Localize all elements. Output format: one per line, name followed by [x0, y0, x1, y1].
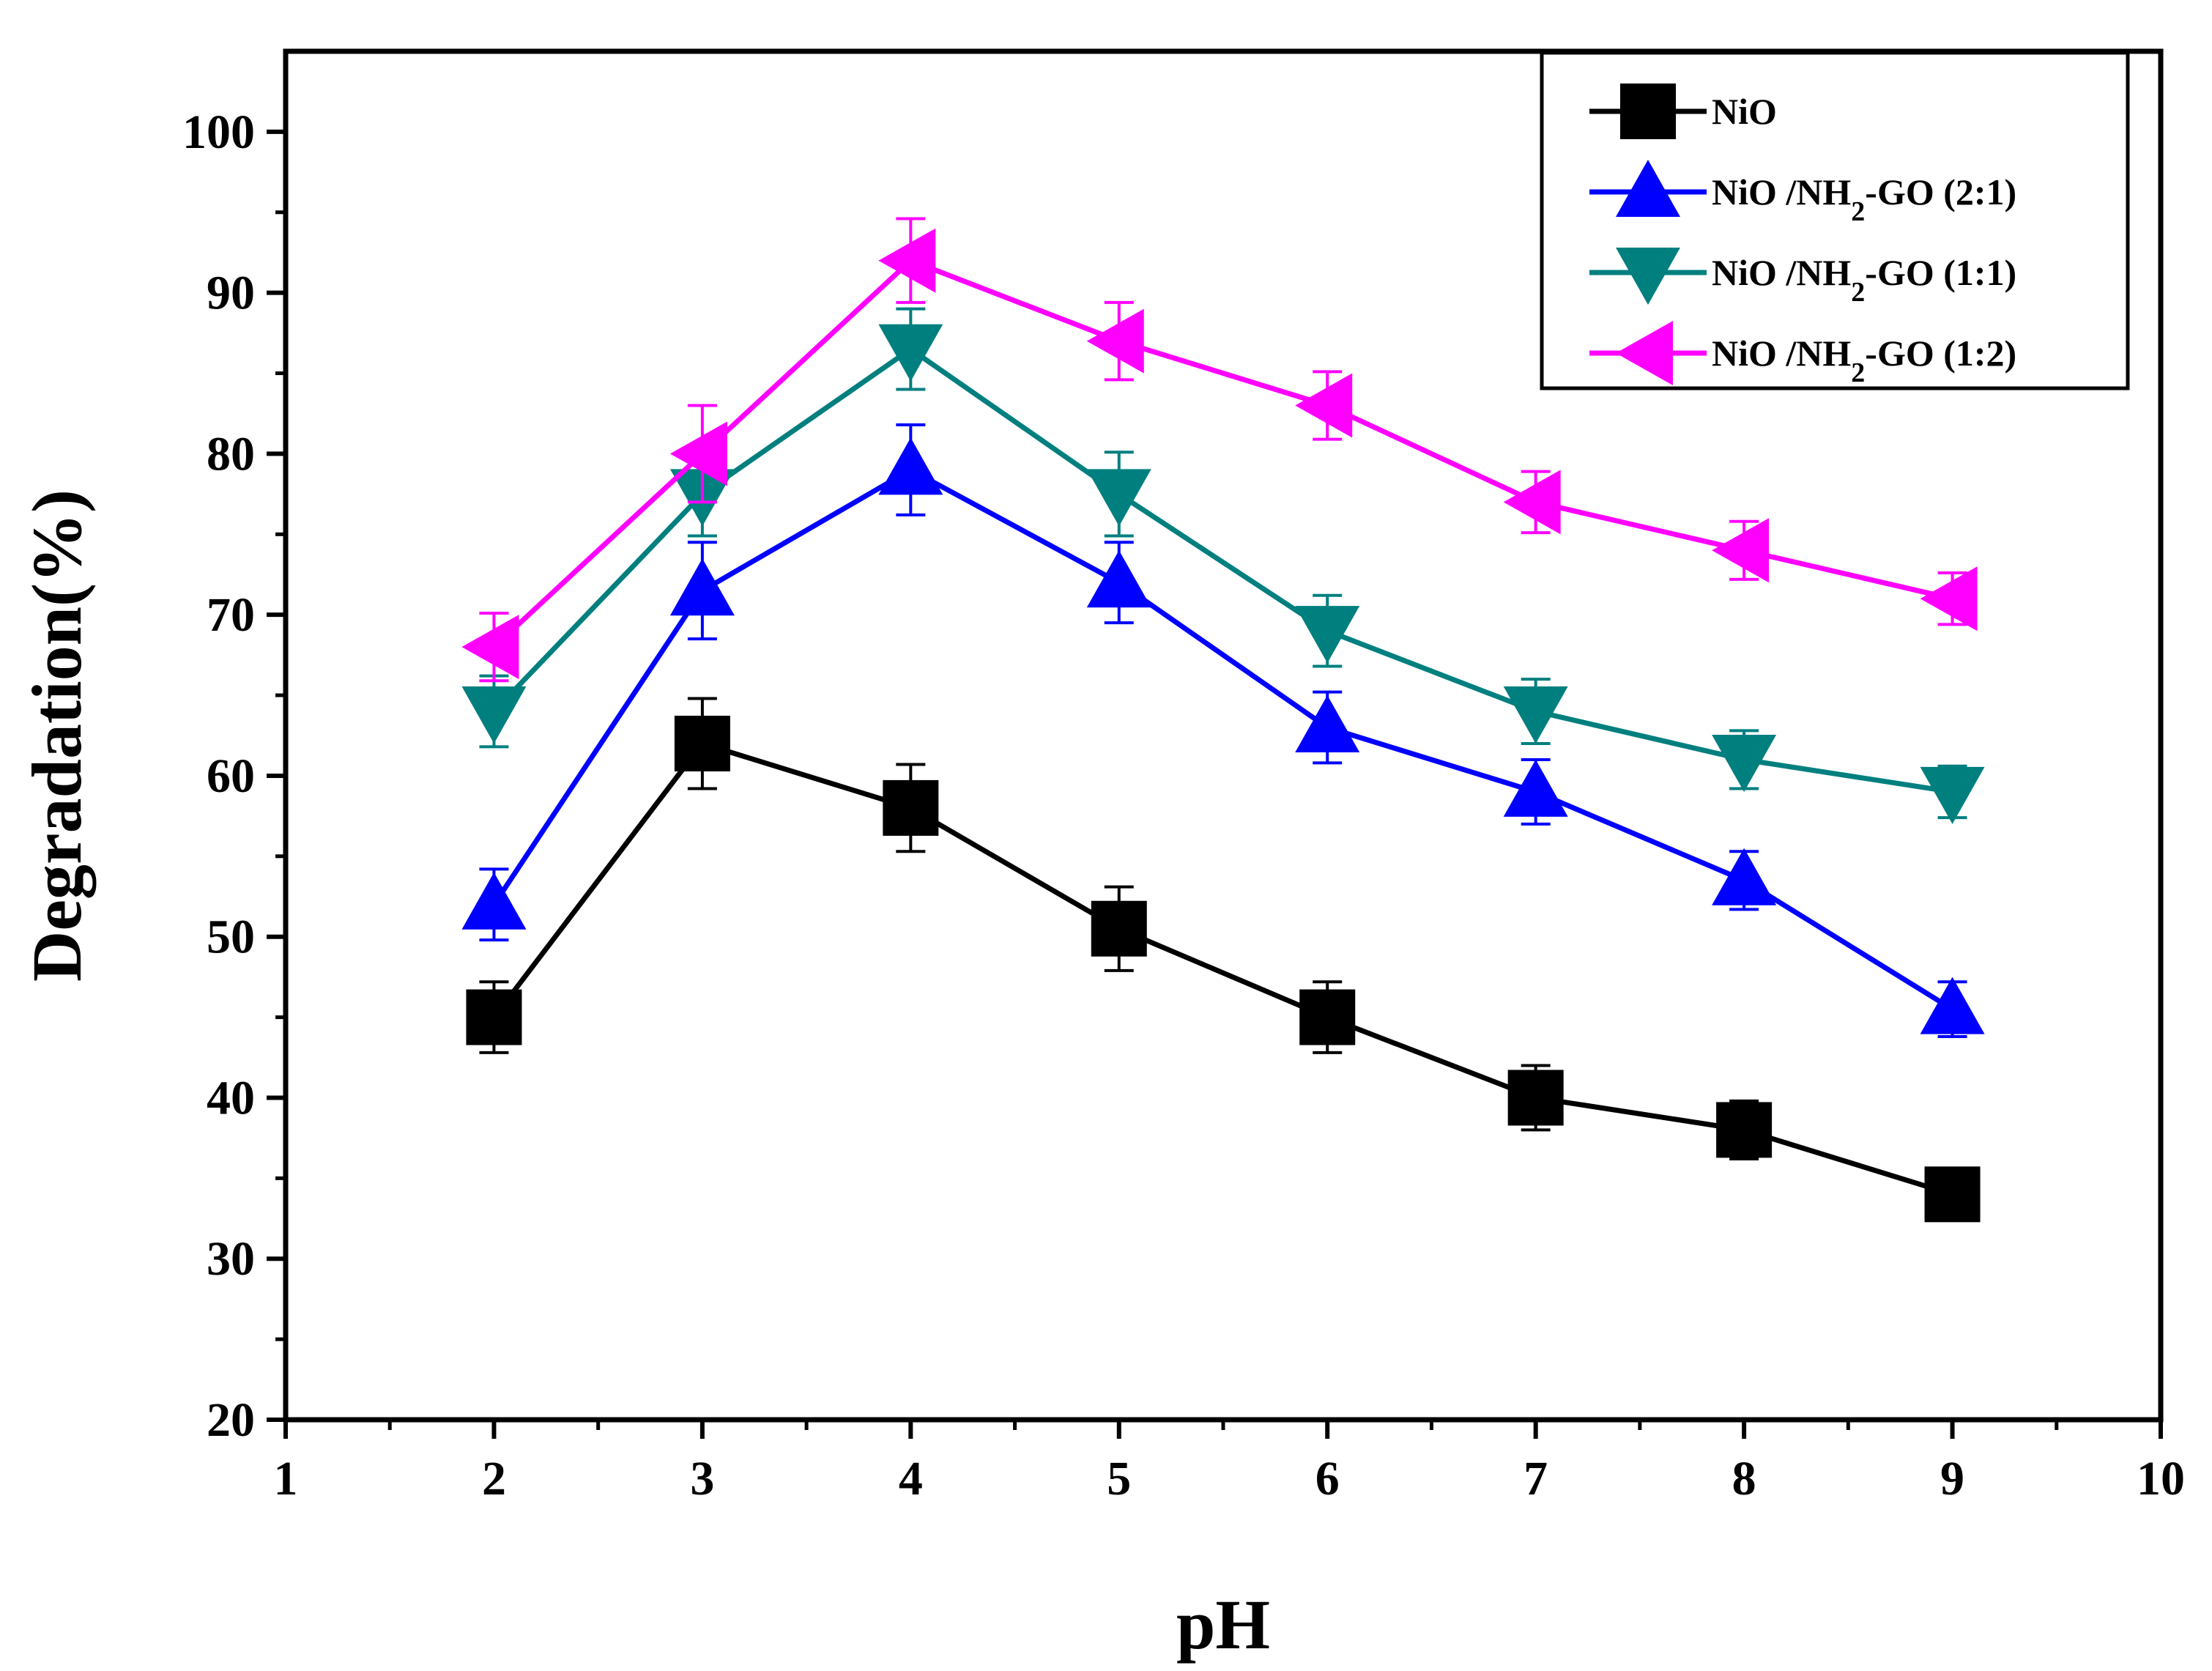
data-point	[1503, 759, 1568, 817]
data-point	[1924, 1166, 1981, 1223]
legend-label: NiO /NH2-GO (1:2)	[1712, 333, 2016, 388]
data-point	[1295, 373, 1353, 438]
legend-label: NiO	[1712, 91, 1777, 132]
legend: NiO NiO /NH2-GO (2:1) NiO /NH2-GO (1:1) NiO…	[1540, 51, 2130, 390]
data-point	[883, 779, 939, 836]
y-tick-label: 60	[207, 749, 255, 803]
data-point	[1712, 848, 1777, 905]
x-axis-title: pH	[1176, 1585, 1270, 1664]
data-point	[1086, 308, 1144, 374]
legend-marker	[1616, 160, 1680, 217]
series-4	[461, 217, 1978, 683]
data-point	[1507, 1070, 1564, 1126]
data-point	[878, 228, 936, 293]
series-1	[466, 697, 1981, 1223]
data-point	[1712, 518, 1770, 583]
data-point	[1299, 989, 1356, 1045]
x-tick-label: 10	[2137, 1452, 2185, 1505]
data-point	[1295, 606, 1360, 664]
data-point	[674, 715, 730, 771]
y-tick-label: 90	[207, 267, 255, 320]
data-point	[1503, 686, 1568, 744]
legend-marker	[1616, 321, 1673, 385]
legend-label: NiO /NH2-GO (1:1)	[1712, 252, 2016, 308]
y-tick-label: 100	[182, 105, 255, 159]
data-point	[669, 421, 727, 486]
data-point	[1295, 695, 1360, 753]
data-point	[878, 324, 943, 382]
data-point	[1920, 766, 1985, 824]
data-point	[669, 558, 735, 616]
legend-label: NiO /NH2-GO (2:1)	[1712, 171, 2016, 227]
series-3	[461, 307, 1985, 824]
y-tick-label: 30	[207, 1232, 255, 1286]
x-tick-label: 7	[1523, 1452, 1548, 1505]
data-point	[1091, 900, 1147, 957]
series-2	[461, 423, 1985, 1038]
x-tick-label: 3	[690, 1452, 714, 1505]
data-point	[1086, 550, 1151, 608]
x-tick-label: 5	[1107, 1452, 1131, 1505]
y-tick-label: 20	[207, 1393, 255, 1447]
x-tick-label: 1	[274, 1452, 298, 1505]
data-point	[466, 989, 522, 1045]
y-tick-label: 80	[207, 427, 255, 481]
x-tick-label: 9	[1940, 1452, 1964, 1505]
y-tick-label: 70	[207, 588, 255, 642]
x-tick-label: 6	[1315, 1452, 1340, 1505]
x-tick-label: 2	[482, 1452, 506, 1505]
data-point	[1920, 566, 1978, 631]
data-point	[1503, 470, 1561, 535]
series-line	[491, 346, 1953, 795]
legend-marker	[1616, 248, 1680, 305]
x-tick-label: 4	[899, 1452, 923, 1505]
data-point	[878, 437, 943, 495]
y-tick-label: 40	[207, 1071, 255, 1125]
data-point	[461, 615, 519, 680]
series-line	[492, 257, 1953, 649]
legend-marker	[1620, 84, 1676, 139]
y-axis-title: Degradation(%)	[18, 489, 96, 982]
series-line	[491, 740, 1953, 1197]
x-tick-label: 8	[1732, 1452, 1756, 1505]
data-point	[1920, 977, 1985, 1034]
data-point	[1716, 1102, 1773, 1158]
data-point	[461, 686, 527, 744]
data-point	[1712, 734, 1777, 792]
series-line	[491, 467, 1954, 1012]
data-point	[1086, 469, 1151, 527]
y-tick-label: 50	[207, 911, 255, 964]
data-point	[461, 872, 527, 930]
